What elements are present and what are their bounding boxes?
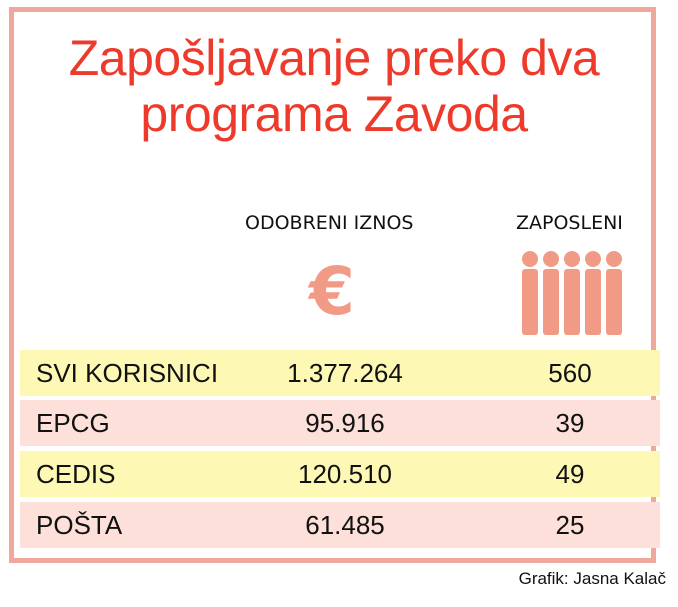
column-header-amount: ODOBRENI IZNOS <box>245 212 414 234</box>
employed-value: 49 <box>555 459 585 489</box>
table-row: POŠTA 61.485 25 <box>20 502 660 548</box>
table-row: SVI KORISNICI 1.377.264 560 <box>20 350 660 396</box>
amount-value: 95.916 <box>305 408 385 438</box>
employed-value: 25 <box>555 510 585 540</box>
row-label: POŠTA <box>36 510 123 540</box>
employed-value: 560 <box>548 358 592 388</box>
row-label: SVI KORISNICI <box>36 358 219 388</box>
amount-value: 1.377.264 <box>287 358 403 388</box>
row-label: CEDIS <box>36 459 116 489</box>
amount-value: 120.510 <box>298 459 392 489</box>
table-row: EPCG 95.916 39 <box>20 400 660 446</box>
amount-value: 61.485 <box>305 510 385 540</box>
euro-icon: € <box>309 253 355 330</box>
chart-title: Zapošljavanje preko dva programa Zavoda <box>68 30 600 142</box>
credit: Grafik: Jasna Kalač <box>518 569 666 588</box>
column-header-employed: ZAPOSLENI <box>516 212 623 234</box>
row-label: EPCG <box>36 408 110 438</box>
people-icon <box>522 251 622 335</box>
employed-value: 39 <box>555 408 585 438</box>
table-row: CEDIS 120.510 49 <box>20 451 660 497</box>
